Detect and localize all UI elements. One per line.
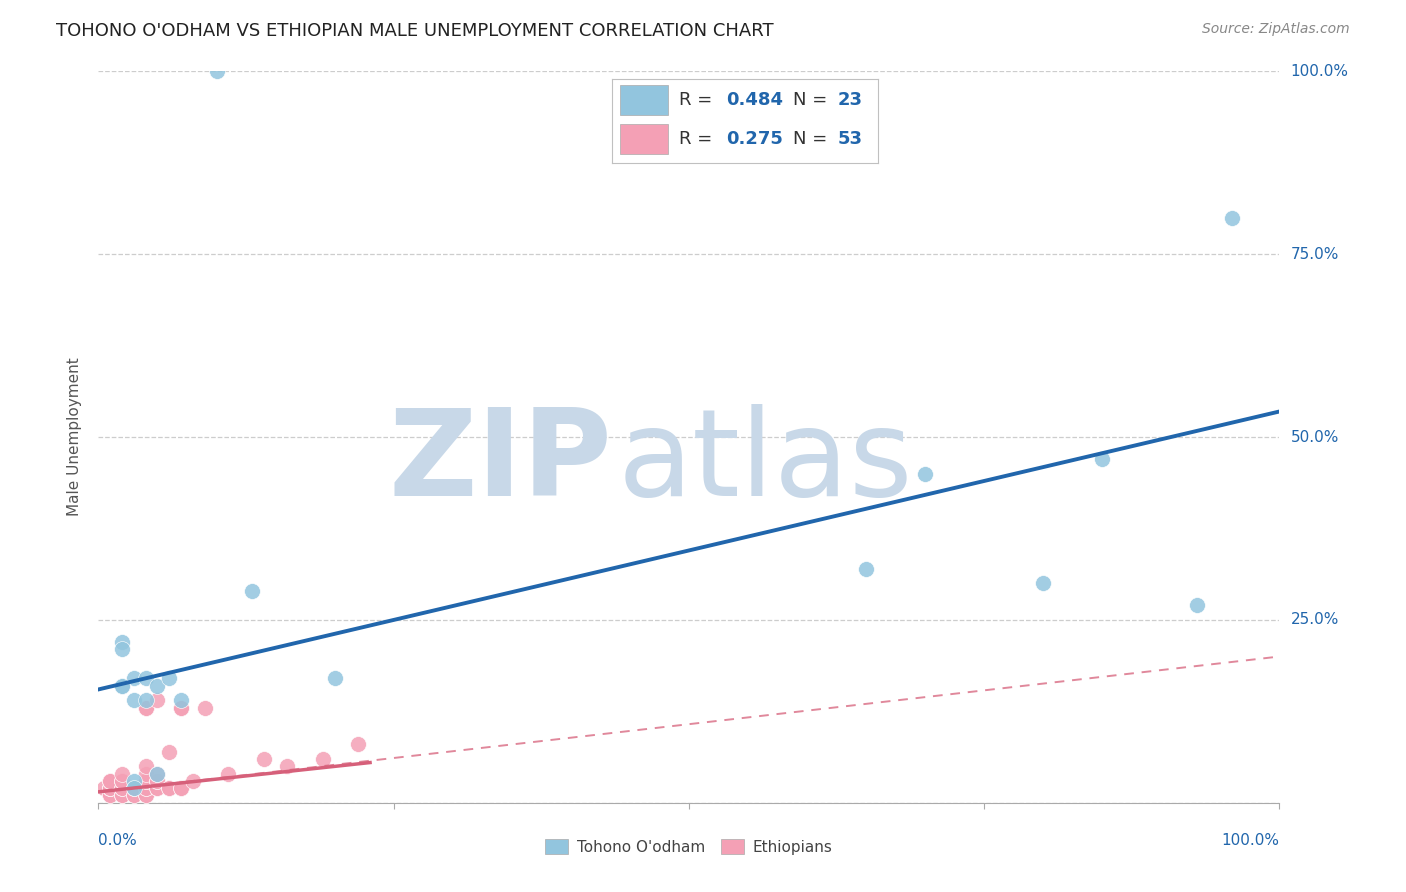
Point [111,679,134,693]
Point [111,773,134,788]
Y-axis label: Male Unemployment: Male Unemployment [67,358,83,516]
Text: atlas: atlas [619,404,914,521]
Text: 0.0%: 0.0% [98,833,138,848]
Point [122,773,145,788]
Point [122,781,145,796]
Point [111,679,134,693]
Point [1220,211,1243,225]
Point [111,635,134,649]
Legend: Tohono O'odham, Ethiopians: Tohono O'odham, Ethiopians [538,833,839,861]
Text: 100.0%: 100.0% [1291,64,1348,78]
Point [146,766,169,780]
Point [312,752,335,766]
Point [1032,576,1054,591]
Point [157,781,180,796]
Point [111,789,134,803]
Point [276,759,298,773]
Point [855,562,877,576]
Point [111,781,134,796]
Point [93,781,115,796]
Point [146,781,169,796]
Point [157,672,180,686]
Text: Source: ZipAtlas.com: Source: ZipAtlas.com [1202,22,1350,37]
Point [135,672,157,686]
Point [170,781,193,796]
Point [98,781,121,796]
Point [146,773,169,788]
Point [98,773,121,788]
Point [146,781,169,796]
Text: 100.0%: 100.0% [1222,833,1279,848]
Point [135,766,157,780]
Point [111,789,134,803]
Point [1185,599,1208,613]
Point [205,64,228,78]
Point [122,693,145,707]
Point [122,789,145,803]
Point [135,759,157,773]
Point [135,781,157,796]
Point [98,781,121,796]
Point [1091,452,1114,467]
Point [146,773,169,788]
Point [122,781,145,796]
Point [217,766,239,780]
Point [170,700,193,714]
Point [157,745,180,759]
Text: ZIP: ZIP [388,404,612,521]
Point [240,583,263,598]
Point [98,773,121,788]
Point [135,789,157,803]
Point [111,781,134,796]
Point [98,781,121,796]
Point [146,766,169,780]
Point [170,700,193,714]
Point [122,789,145,803]
Point [323,672,346,686]
Text: 25.0%: 25.0% [1291,613,1339,627]
Text: 75.0%: 75.0% [1291,247,1339,261]
Point [170,693,193,707]
Point [135,700,157,714]
Point [181,773,204,788]
Point [253,752,276,766]
Point [98,789,121,803]
Point [135,700,157,714]
Point [135,789,157,803]
Point [914,467,936,481]
Point [122,781,145,796]
Point [135,781,157,796]
Point [146,693,169,707]
Point [111,766,134,780]
Point [111,642,134,657]
Point [135,773,157,788]
Point [135,693,157,707]
Point [98,781,121,796]
Point [194,700,217,714]
Point [122,672,145,686]
Point [347,737,370,751]
Point [98,773,121,788]
Point [170,781,193,796]
Point [135,773,157,788]
Point [111,773,134,788]
Point [157,781,180,796]
Point [111,789,134,803]
Text: 50.0%: 50.0% [1291,430,1339,444]
Point [111,773,134,788]
Point [98,789,121,803]
Point [146,679,169,693]
Text: TOHONO O'ODHAM VS ETHIOPIAN MALE UNEMPLOYMENT CORRELATION CHART: TOHONO O'ODHAM VS ETHIOPIAN MALE UNEMPLO… [56,22,773,40]
